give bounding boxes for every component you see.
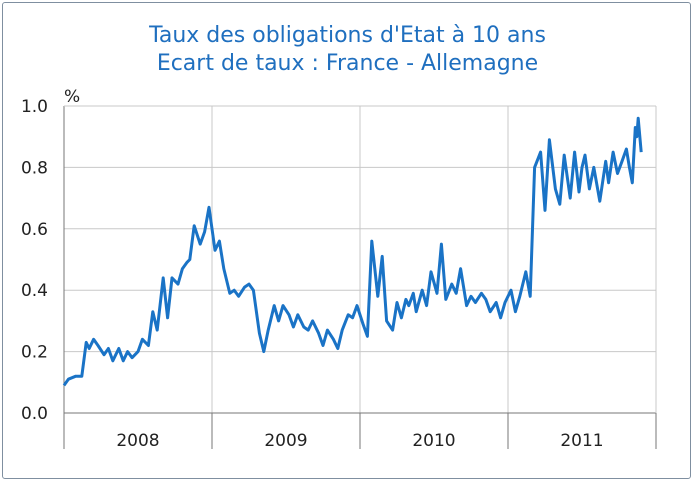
tick-labels: 0.0 0.2 0.4 0.6 0.8 1.0 2008 2009 2010 2011 bbox=[21, 97, 604, 451]
axes bbox=[63, 105, 657, 449]
grid bbox=[64, 105, 656, 413]
series-line-spread bbox=[62, 116, 643, 387]
x-tick-label: 2011 bbox=[560, 431, 603, 451]
y-axis-unit: % bbox=[64, 87, 80, 107]
y-tick-label: 0.6 bbox=[21, 220, 48, 240]
y-tick-label: 1.0 bbox=[21, 97, 48, 117]
x-tick-label: 2009 bbox=[264, 431, 307, 451]
y-tick-label: 0.2 bbox=[21, 343, 48, 363]
x-tick-label: 2008 bbox=[116, 431, 159, 451]
y-tick-label: 0.0 bbox=[21, 404, 48, 424]
x-tick-label: 2010 bbox=[412, 431, 455, 451]
chart-title: Taux des obligations d'Etat à 10 ans bbox=[149, 23, 546, 48]
chart-frame bbox=[2, 2, 691, 479]
chart-subtitle: Ecart de taux : France - Allemagne bbox=[156, 51, 539, 76]
y-tick-label: 0.4 bbox=[21, 281, 48, 301]
y-tick-label: 0.8 bbox=[21, 158, 48, 178]
